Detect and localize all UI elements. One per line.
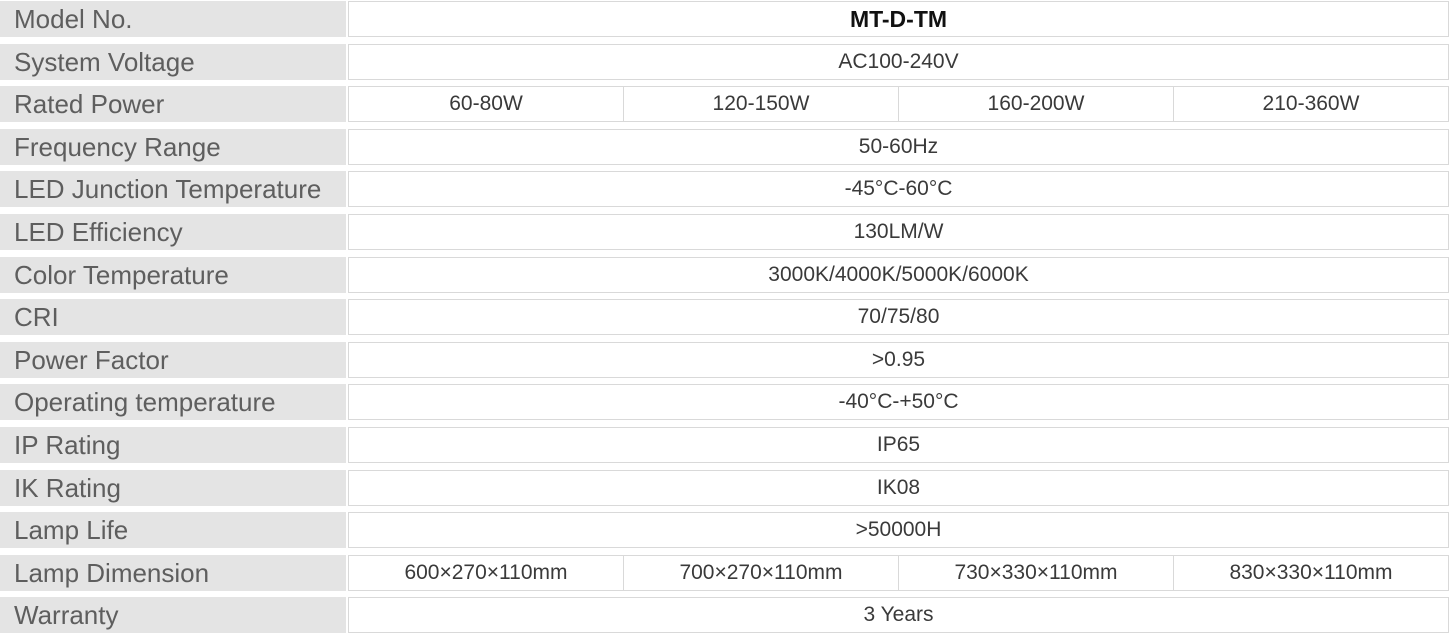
row-values: 50-60Hz [348, 129, 1449, 165]
row-values: -45°C-60°C [348, 171, 1449, 207]
row-label: LED Junction Temperature [0, 171, 346, 207]
row-label: Model No. [0, 1, 346, 37]
value-cell: 210-360W [1173, 87, 1448, 121]
value-cell: AC100-240V [838, 50, 959, 73]
table-row: CRI 70/75/80 [0, 299, 1449, 335]
row-values: IK08 [348, 470, 1449, 506]
row-values: >0.95 [348, 342, 1449, 378]
row-values: -40°C-+50°C [348, 384, 1449, 420]
table-row: Color Temperature 3000K/4000K/5000K/6000K [0, 257, 1449, 293]
row-label: Frequency Range [0, 129, 346, 165]
row-values: 3 Years [348, 597, 1449, 633]
value-cell: 120-150W [623, 87, 898, 121]
table-row: Lamp Dimension 600×270×110mm 700×270×110mm… [0, 555, 1449, 591]
value-cell: 160-200W [898, 87, 1173, 121]
row-label: IP Rating [0, 427, 346, 463]
table-row: Frequency Range 50-60Hz [0, 129, 1449, 165]
row-label: Operating temperature [0, 384, 346, 420]
row-values: AC100-240V [348, 44, 1449, 80]
value-cell: IP65 [876, 433, 921, 456]
row-label: IK Rating [0, 470, 346, 506]
row-values: 70/75/80 [348, 299, 1449, 335]
value-cell: 70/75/80 [857, 305, 940, 328]
value-cell: >0.95 [871, 348, 926, 371]
table-row: Lamp Life >50000H [0, 512, 1449, 548]
row-values: 600×270×110mm 700×270×110mm 730×330×110mm 8… [348, 555, 1449, 591]
value-cell: 3000K/4000K/5000K/6000K [768, 263, 1029, 286]
value-cell: 60-80W [449, 92, 523, 115]
row-values: MT-D-TM [348, 1, 1449, 37]
row-label: CRI [0, 299, 346, 335]
row-label: Color Temperature [0, 257, 346, 293]
table-row: LED Efficiency 130LM/W [0, 214, 1449, 250]
row-label: Rated Power [0, 86, 346, 122]
row-label: Lamp Life [0, 512, 346, 548]
table-row: System Voltage AC100-240V [0, 44, 1449, 80]
table-row: Rated Power 60-80W 120-150W 160-200W 210-360… [0, 86, 1449, 122]
row-values: 60-80W 120-150W 160-200W 210-360W [348, 86, 1449, 122]
row-values: 3000K/4000K/5000K/6000K [348, 257, 1449, 293]
row-label: Lamp Dimension [0, 555, 346, 591]
table-row: Operating temperature -40°C-+50°C [0, 384, 1449, 420]
row-values: IP65 [348, 427, 1449, 463]
row-values: 130LM/W [348, 214, 1449, 250]
value-cell: 730×330×110mm [898, 556, 1173, 590]
row-values: >50000H [348, 512, 1449, 548]
table-row: Power Factor >0.95 [0, 342, 1449, 378]
row-label: Power Factor [0, 342, 346, 378]
value-cell: 3 Years [863, 603, 934, 626]
value-cell: MT-D-TM [849, 6, 948, 32]
value-cell: 700×270×110mm [623, 556, 898, 590]
table-row: IP Rating IP65 [0, 427, 1449, 463]
value-cell: >50000H [855, 518, 942, 541]
row-label: LED Efficiency [0, 214, 346, 250]
table-row: LED Junction Temperature -45°C-60°C [0, 171, 1449, 207]
value-cell: IK08 [876, 476, 921, 499]
row-label: Warranty [0, 597, 346, 633]
value-cell: -40°C-+50°C [838, 390, 959, 413]
value-cell: 130LM/W [853, 220, 944, 243]
value-cell: -45°C-60°C [844, 177, 953, 200]
row-label: System Voltage [0, 44, 346, 80]
table-row: IK Rating IK08 [0, 470, 1449, 506]
value-cell: 50-60Hz [858, 135, 939, 158]
table-row: Warranty 3 Years [0, 597, 1449, 633]
table-row: Model No. MT-D-TM [0, 1, 1449, 37]
value-cell: 600×270×110mm [404, 561, 568, 584]
value-cell: 830×330×110mm [1173, 556, 1448, 590]
